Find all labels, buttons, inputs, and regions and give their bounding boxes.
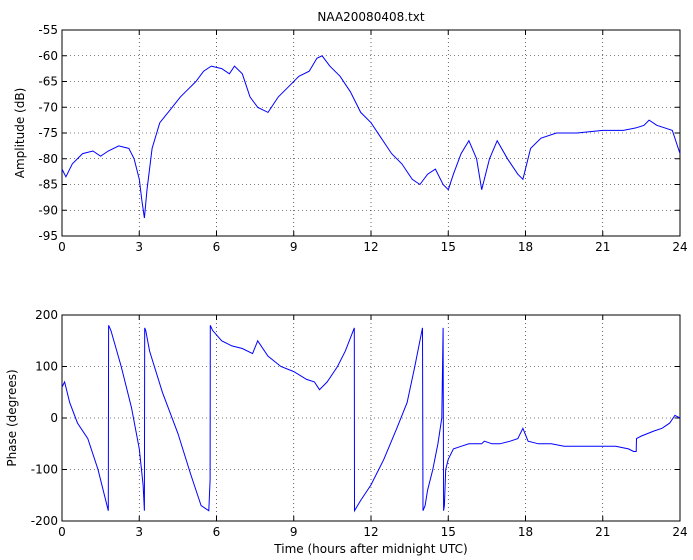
amplitude-y-tick-labels: -95 -90 -85 -80 -75 -70 -65 -60 -55 (38, 23, 58, 243)
amplitude-y-tick-label: -65 (38, 75, 58, 89)
phase-x-tick-label: 24 (672, 525, 687, 539)
phase-ticks (61, 314, 681, 522)
amplitude-series-line (61, 55, 681, 219)
phase-x-tick-label: 0 (58, 525, 66, 539)
amplitude-x-tick-label: 18 (518, 240, 533, 254)
phase-y-tick-labels: -200 -100 0 100 200 (31, 308, 58, 528)
phase-x-tick-label: 21 (595, 525, 610, 539)
phase-axes: 0 3 6 9 12 15 18 21 24 -200 -100 0 100 200 Phase (de… (5, 308, 688, 556)
amplitude-y-axis-label: Amplitude (dB) (13, 88, 27, 179)
phase-grid (62, 315, 680, 521)
amplitude-y-tick-label: -80 (38, 152, 58, 166)
phase-x-tick-label: 12 (363, 525, 378, 539)
amplitude-y-tick-label: -95 (38, 229, 58, 243)
chart-title: NAA20080408.txt (317, 10, 424, 24)
amplitude-x-tick-labels: 0 3 6 9 12 15 18 21 24 (58, 240, 687, 254)
amplitude-x-tick-label: 9 (290, 240, 298, 254)
amplitude-axes: 0 3 6 9 12 15 18 21 24 -95-90-85-80-75-70-65-60-… (13, 23, 688, 254)
phase-y-tick-label: 0 (50, 411, 58, 425)
amplitude-x-tick-label: 15 (441, 240, 456, 254)
amplitude-x-tick-label: 21 (595, 240, 610, 254)
amplitude-x-tick-label: 12 (363, 240, 378, 254)
amplitude-y-tick-label: -70 (38, 100, 58, 114)
phase-series-line (61, 325, 681, 513)
amplitude-grid (62, 30, 680, 236)
phase-x-tick-label: 6 (213, 525, 221, 539)
phase-y-tick-label: 100 (35, 360, 58, 374)
amplitude-x-tick-label: 24 (672, 240, 687, 254)
amplitude-y-tick-label: -55 (38, 23, 58, 37)
amplitude-y-tick-label: -75 (38, 126, 58, 140)
amplitude-x-tick-label: 6 (213, 240, 221, 254)
amplitude-x-tick-label: 0 (58, 240, 66, 254)
amplitude-x-tick-label: 3 (135, 240, 143, 254)
phase-y-tick-label: 200 (35, 308, 58, 322)
phase-y-tick-label: -200 (31, 514, 58, 528)
amplitude-ticks (61, 29, 681, 237)
amplitude-y-tick-label: -60 (38, 49, 58, 63)
phase-x-tick-labels: 0 3 6 9 12 15 18 21 24 (58, 525, 687, 539)
phase-x-tick-label: 3 (135, 525, 143, 539)
phase-x-tick-label: 15 (441, 525, 456, 539)
amplitude-y-tick-label: -90 (38, 203, 58, 217)
phase-x-tick-label: 9 (290, 525, 298, 539)
phase-y-axis-label: Phase (degrees) (5, 369, 19, 466)
phase-y-tick-label: -100 (31, 463, 58, 477)
amplitude-y-tick-label: -85 (38, 178, 58, 192)
phase-x-axis-label: Time (hours after midnight UTC) (273, 542, 467, 556)
phase-x-tick-label: 18 (518, 525, 533, 539)
